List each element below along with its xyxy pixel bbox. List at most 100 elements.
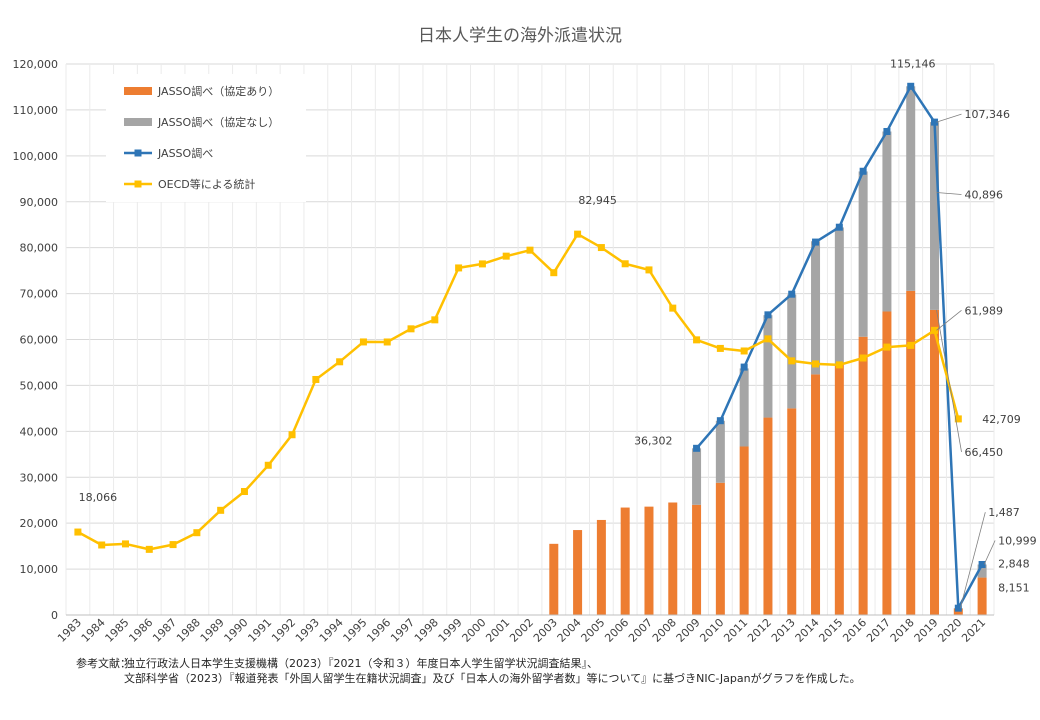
chart-title: 日本人学生の海外派遣状況 [418, 26, 622, 46]
y-tick-label: 80,000 [20, 242, 59, 255]
bar [882, 131, 892, 312]
x-tick-label: 1995 [341, 616, 370, 645]
series-line [77, 232, 960, 551]
data-point [812, 360, 820, 368]
data-point [764, 335, 772, 343]
bar [834, 227, 844, 365]
x-tick-label: 1984 [79, 616, 108, 645]
data-label: 18,066 [79, 491, 118, 504]
x-tick-label: 2021 [959, 616, 988, 645]
data-label: 82,945 [578, 194, 617, 207]
data-point [455, 264, 463, 272]
data-label: 42,709 [982, 413, 1021, 426]
bar [596, 519, 606, 615]
y-tick-label: 60,000 [20, 334, 59, 347]
x-tick-label: 2020 [935, 616, 964, 645]
x-tick-label: 2011 [721, 616, 750, 645]
legend-swatch [124, 118, 152, 126]
y-tick-label: 10,000 [20, 563, 59, 576]
source-note: 参考文献：独立行政法人日本学生支援機構（2023）『2021（令和３）年度日本人… [76, 656, 861, 686]
data-point [788, 357, 796, 365]
x-tick-label: 1989 [198, 616, 227, 645]
data-point [597, 244, 605, 252]
data-point [169, 541, 177, 549]
y-tick-label: 50,000 [20, 379, 59, 392]
leader-line [936, 310, 962, 331]
data-point [788, 290, 796, 298]
bar [573, 530, 583, 615]
x-tick-label: 1983 [55, 616, 84, 645]
bar [644, 506, 654, 615]
data-point [645, 266, 653, 274]
source-line-2: 文部科学省（2023）『報道発表「外国人留学生在籍状況調査」及び「日本人の海外留… [124, 672, 861, 685]
x-tick-label: 2016 [840, 616, 869, 645]
data-point [121, 540, 129, 548]
data-label: 66,450 [965, 446, 1004, 459]
y-tick-label: 0 [51, 609, 58, 622]
bar [906, 86, 916, 291]
legend-label: JASSO調べ [157, 146, 213, 160]
y-tick-label: 30,000 [20, 471, 59, 484]
source-label: 参考文献： [76, 657, 131, 670]
x-tick-label: 2000 [460, 616, 489, 645]
data-point [907, 82, 915, 90]
data-point [835, 361, 843, 369]
bar [858, 171, 868, 337]
bar [692, 448, 702, 505]
x-tick-label: 2009 [674, 616, 703, 645]
data-point [240, 488, 248, 496]
data-point [907, 341, 915, 349]
y-tick-label: 20,000 [20, 517, 59, 530]
bar [549, 543, 559, 615]
leader-line [936, 113, 962, 123]
data-point [716, 344, 724, 352]
data-label: 61,989 [965, 304, 1004, 317]
data-point [883, 343, 891, 351]
x-tick-label: 1986 [126, 616, 155, 645]
data-point [883, 127, 891, 135]
data-point [740, 347, 748, 355]
data-point [407, 325, 415, 333]
data-point [812, 238, 820, 246]
legend-label: JASSO調べ（協定なし） [157, 115, 279, 129]
y-tick-label: 120,000 [13, 58, 59, 71]
data-point [478, 260, 486, 268]
x-tick-label: 2015 [816, 616, 845, 645]
leader-line [983, 540, 996, 565]
x-tick-label: 2008 [650, 616, 679, 645]
x-tick-label: 1987 [150, 616, 179, 645]
y-tick-label: 40,000 [20, 425, 59, 438]
data-point [716, 417, 724, 425]
data-point [859, 354, 867, 362]
data-point [145, 545, 153, 553]
y-tick-label: 70,000 [20, 288, 59, 301]
bar [739, 368, 749, 447]
x-tick-label: 1997 [388, 616, 417, 645]
x-tick-label: 2007 [626, 616, 655, 645]
x-tick-label: 2006 [602, 616, 631, 645]
bar [787, 294, 797, 409]
data-point [669, 304, 677, 312]
bar [930, 309, 940, 615]
y-tick-label: 110,000 [13, 104, 59, 117]
data-point [359, 338, 367, 346]
x-tick-label: 2004 [555, 616, 584, 645]
data-label: 36,302 [634, 434, 673, 447]
x-tick-label: 1985 [103, 616, 132, 645]
bar [811, 241, 821, 375]
data-point [98, 541, 106, 549]
data-point [217, 506, 225, 514]
data-point [312, 375, 320, 383]
legend-label: OECD等による統計 [158, 177, 255, 191]
bar [858, 336, 868, 615]
bar [811, 374, 821, 615]
data-point [264, 461, 272, 469]
leader-line [959, 512, 986, 609]
data-label: 8,151 [998, 582, 1030, 595]
data-point [336, 358, 344, 366]
data-point [502, 252, 510, 260]
x-tick-label: 2005 [579, 616, 608, 645]
bar [620, 507, 630, 615]
data-point [954, 604, 962, 612]
data-point [835, 223, 843, 231]
